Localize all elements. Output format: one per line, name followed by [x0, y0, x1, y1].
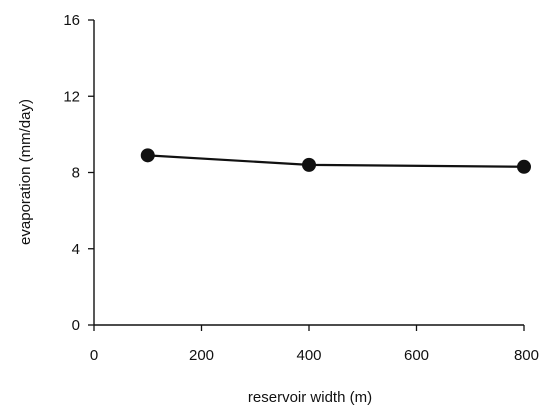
- x-tick-label: 0: [90, 347, 98, 364]
- x-tick-label: 200: [189, 347, 214, 364]
- data-point: [140, 148, 155, 163]
- y-tick-label: 16: [63, 12, 80, 29]
- series-line: [147, 154, 525, 168]
- y-tick-label: 0: [72, 317, 80, 334]
- data-point: [302, 157, 316, 172]
- plot-area: [93, 20, 524, 326]
- y-ticks: 0 4 8 12 16: [63, 12, 94, 334]
- x-tick-label: 800: [514, 347, 539, 364]
- data-point: [517, 159, 531, 174]
- x-tick-label: 400: [296, 347, 321, 364]
- y-axis-title: evaporation (mm/day): [17, 99, 34, 245]
- y-tick-label: 12: [63, 88, 80, 105]
- x-tick-label: 600: [404, 347, 429, 364]
- x-axis-title: reservoir width (m): [248, 389, 372, 406]
- y-tick-label: 8: [72, 165, 80, 182]
- y-tick-label: 4: [72, 241, 80, 258]
- series-layer: [140, 148, 531, 174]
- x-ticks: 0 200 400 600 800: [90, 325, 539, 364]
